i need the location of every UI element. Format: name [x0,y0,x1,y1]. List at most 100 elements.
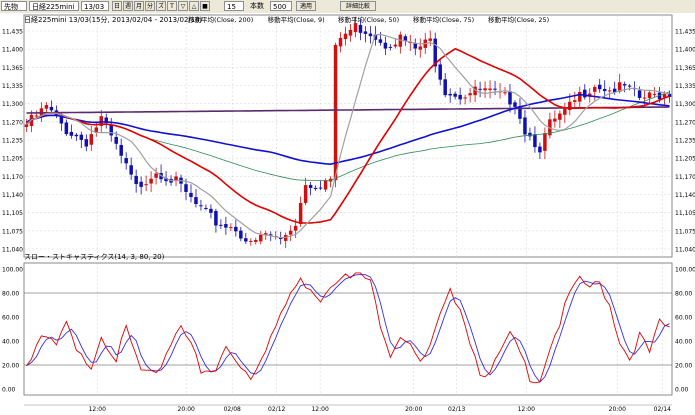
market-select[interactable]: 先物 [1,1,27,11]
price-tick-label-right: 11,205 [675,156,695,163]
price-tick-label-right: 11,235 [675,138,695,145]
legend: 移動平均(Close, 200) 移動平均(Close, 9) 移動平均(Close… [188,15,549,24]
toggle-e-button[interactable]: ■ [200,1,210,11]
contract-select[interactable]: 13/03 [81,1,109,11]
candle-body [513,102,517,107]
candle-body [313,187,318,189]
time-tick-label: 12:00 [518,406,535,413]
candle-body [134,175,138,185]
candle-body [59,115,64,124]
time-tick-label: 20:00 [609,406,626,413]
candle-body [288,230,293,235]
price-tick-label-left: 11,170 [2,174,23,181]
price-tick-label-right: 11,140 [675,192,695,199]
price-tick-label-left: 11,040 [2,247,23,254]
candle-body [124,158,128,164]
price-tick-label-right: 11,105 [675,210,695,217]
bars-input[interactable]: 500 [270,1,292,11]
price-tick-label-left: 11,335 [2,83,23,90]
candle-body [174,176,178,181]
candle-body [204,207,208,209]
candle-body [617,82,622,92]
candle-body [129,165,133,175]
candle-body [493,88,497,90]
toggle-d-button[interactable]: △ [189,1,199,11]
candle-body [259,234,263,242]
price-tick-label-left: 11,365 [2,65,23,72]
candle-body [443,79,447,96]
candle-body [652,93,657,95]
candle-body [592,87,597,92]
stoch-tick-label-left: 20.00 [2,363,19,370]
stoch-tick-label-right: 100.00 [675,267,695,274]
candle-body [458,94,462,100]
legend-entry: 移動平均(Close, 50) [338,15,399,24]
candle-body [348,29,353,36]
stoch-k-line [26,272,670,384]
toggle-c-button[interactable]: ▽ [178,1,188,11]
stoch-tick-label-left: 60.00 [2,315,19,322]
legend-entry: 移動平均(Close, 200) [188,15,253,24]
time-tick-label: 02/14 [654,406,671,413]
candle-body [378,39,383,43]
price-tick-label-right: 11,040 [675,247,695,254]
candle-body [403,36,408,42]
toolbar: 先物 日経225mini 13/03 日 週 月 分 ズ T ▽ △ ■ 15 … [0,0,695,14]
candle-body [523,117,527,135]
ma9-line [26,33,670,239]
candle-body [548,119,552,136]
candle-body [154,173,158,178]
candle-body [69,131,74,136]
candle-body [333,44,338,181]
candle-body [308,184,313,189]
price-chart-title: 日経225mini 13/03(15分, 2013/02/04 - 2013/0… [24,15,203,24]
candle-body [438,64,442,80]
candle-body [563,108,567,115]
candle-body [607,90,612,92]
candle-body [119,144,123,156]
candle-body [224,224,228,228]
interval-input[interactable]: 15 [224,1,244,11]
candle-body [24,124,29,127]
candle-body [79,134,84,140]
candle-body [323,180,328,190]
price-tick-label-right: 11,075 [675,228,695,235]
toggle-a-button[interactable]: ズ [156,1,166,11]
toggle-b-button[interactable]: T [167,1,177,11]
price-tick-label-left: 11,235 [2,138,23,145]
weekly-mode-button[interactable]: 週 [123,1,133,11]
price-tick-label-right: 11,335 [675,83,695,90]
candle-body [234,226,238,232]
candle-body [657,92,662,100]
apply-button[interactable]: 適用 [296,1,316,11]
legend-entry: 移動平均(Close, 9) [268,15,325,24]
compare-button[interactable]: 詳細比較 [340,1,376,11]
candle-body [602,88,607,92]
candle-body [249,240,253,242]
instrument-select[interactable]: 日経225mini [29,1,79,11]
minute-mode-button[interactable]: 分 [145,1,155,11]
candle-body [199,205,203,207]
time-tick-label: 12:00 [311,406,328,413]
candle-body [94,127,99,133]
candle-body [209,208,213,213]
candle-body [318,187,323,189]
candle-body [568,101,572,111]
candle-body [583,89,587,98]
candle-body [64,122,69,135]
candle-body [468,93,472,96]
candle-body [264,233,268,236]
price-tick-label-left: 11,435 [2,29,23,36]
candle-body [597,84,602,90]
daily-mode-button[interactable]: 日 [112,1,122,11]
monthly-mode-button[interactable]: 月 [134,1,144,11]
candle-body [189,192,193,197]
candle-body [478,88,482,90]
candle-body [303,185,308,203]
candle-body [637,90,642,98]
time-tick-label: 20:00 [405,406,422,413]
candle-body [543,133,547,151]
candle-body [229,227,233,229]
candle-body [612,88,617,93]
candle-body [453,93,457,97]
